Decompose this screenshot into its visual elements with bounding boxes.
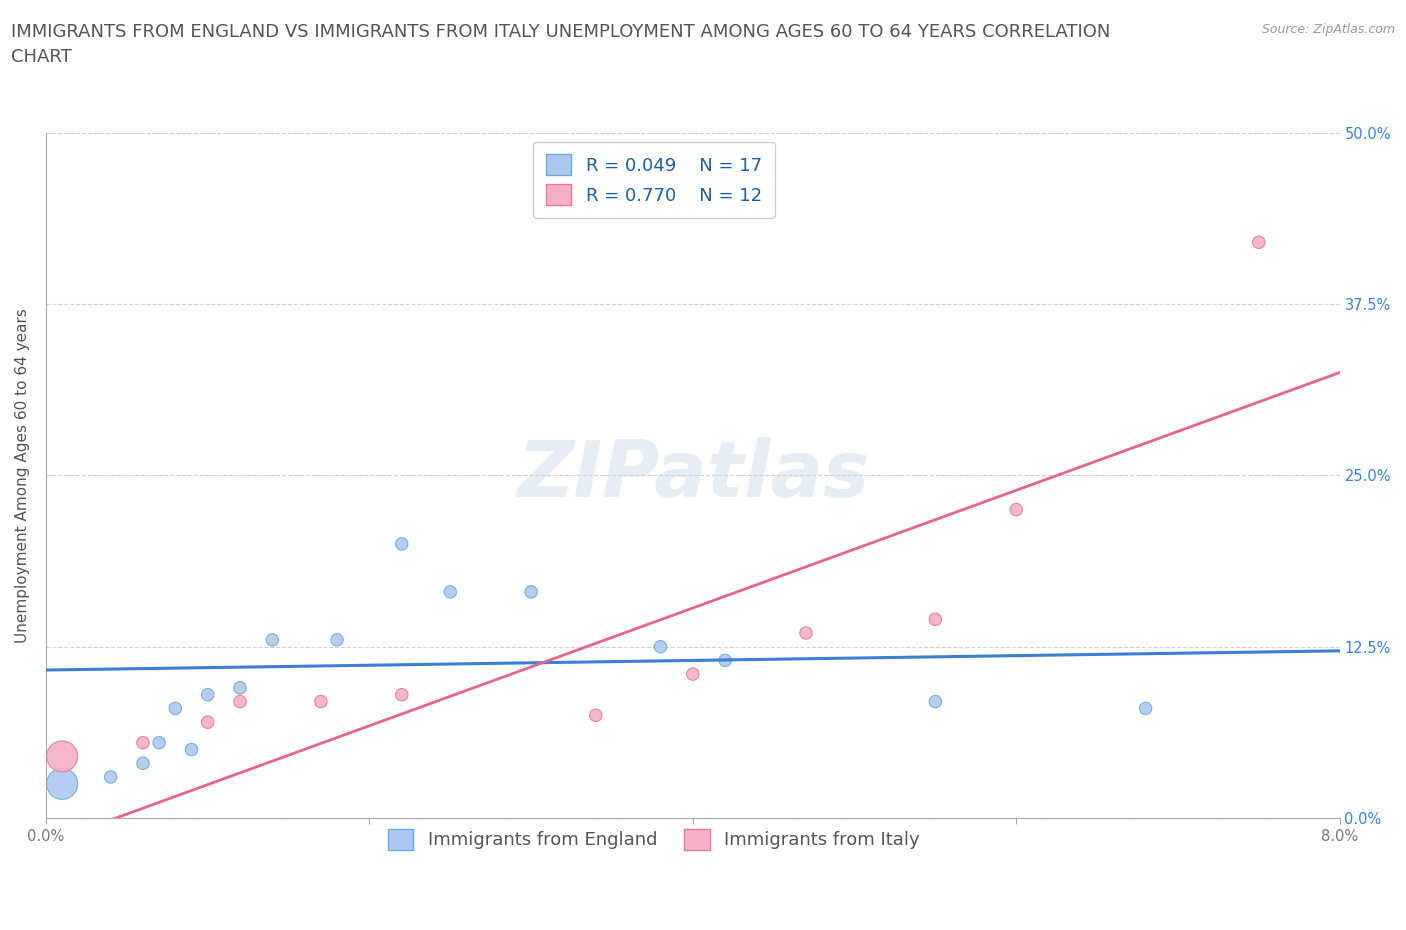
Point (439, 584, 461, 599)
Point (391, 687, 413, 702)
Point (682, 667, 704, 682)
Text: Source: ZipAtlas.com: Source: ZipAtlas.com (1261, 23, 1395, 36)
Point (100, 769, 122, 784)
Point (51, 777, 73, 791)
Point (229, 694, 252, 709)
Text: ZIPatlas: ZIPatlas (516, 437, 869, 513)
Point (51, 749, 73, 764)
Legend: Immigrants from England, Immigrants from Italy: Immigrants from England, Immigrants from… (381, 822, 927, 857)
Point (924, 612, 946, 627)
Point (714, 653, 737, 668)
Point (1005, 502, 1028, 517)
Point (924, 694, 946, 709)
Point (520, 584, 543, 599)
Point (1247, 235, 1270, 250)
Point (585, 708, 607, 723)
Point (391, 537, 413, 551)
Point (326, 632, 349, 647)
Point (309, 694, 332, 709)
Point (197, 714, 219, 729)
Point (262, 632, 284, 647)
Y-axis label: Unemployment Among Ages 60 to 64 years: Unemployment Among Ages 60 to 64 years (15, 308, 30, 643)
Point (794, 626, 817, 641)
Point (197, 687, 219, 702)
Point (650, 639, 672, 654)
Point (229, 681, 252, 696)
Point (148, 736, 170, 751)
Point (132, 736, 155, 751)
Point (180, 742, 202, 757)
Point (132, 756, 155, 771)
Point (165, 701, 187, 716)
Text: IMMIGRANTS FROM ENGLAND VS IMMIGRANTS FROM ITALY UNEMPLOYMENT AMONG AGES 60 TO 6: IMMIGRANTS FROM ENGLAND VS IMMIGRANTS FR… (11, 23, 1111, 66)
Point (1135, 701, 1157, 716)
